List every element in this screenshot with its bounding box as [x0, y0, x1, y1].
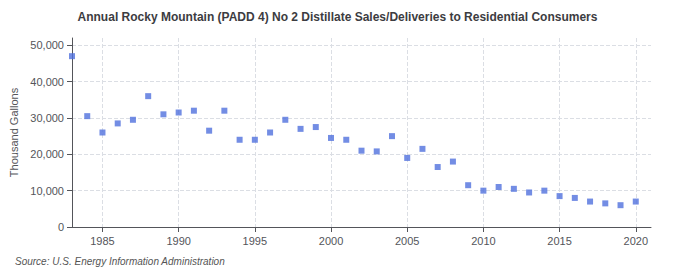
svg-text:50,000: 50,000	[30, 39, 64, 51]
svg-text:2005: 2005	[395, 235, 419, 247]
svg-text:40,000: 40,000	[30, 76, 64, 88]
svg-text:Source: U.S. Energy Informatio: Source: U.S. Energy Information Administ…	[15, 256, 225, 267]
svg-text:Thousand Gallons: Thousand Gallons	[8, 87, 20, 177]
svg-text:2015: 2015	[547, 235, 571, 247]
svg-text:1985: 1985	[90, 235, 114, 247]
svg-text:1990: 1990	[166, 235, 190, 247]
svg-text:30,000: 30,000	[30, 112, 64, 124]
svg-text:10,000: 10,000	[30, 185, 64, 197]
svg-text:1995: 1995	[243, 235, 267, 247]
svg-text:2020: 2020	[624, 235, 648, 247]
svg-text:2000: 2000	[319, 235, 343, 247]
svg-text:2010: 2010	[471, 235, 495, 247]
svg-text:20,000: 20,000	[30, 148, 64, 160]
svg-text:Annual Rocky Mountain (PADD 4): Annual Rocky Mountain (PADD 4) No 2 Dist…	[78, 10, 598, 24]
svg-text:0: 0	[58, 221, 64, 233]
